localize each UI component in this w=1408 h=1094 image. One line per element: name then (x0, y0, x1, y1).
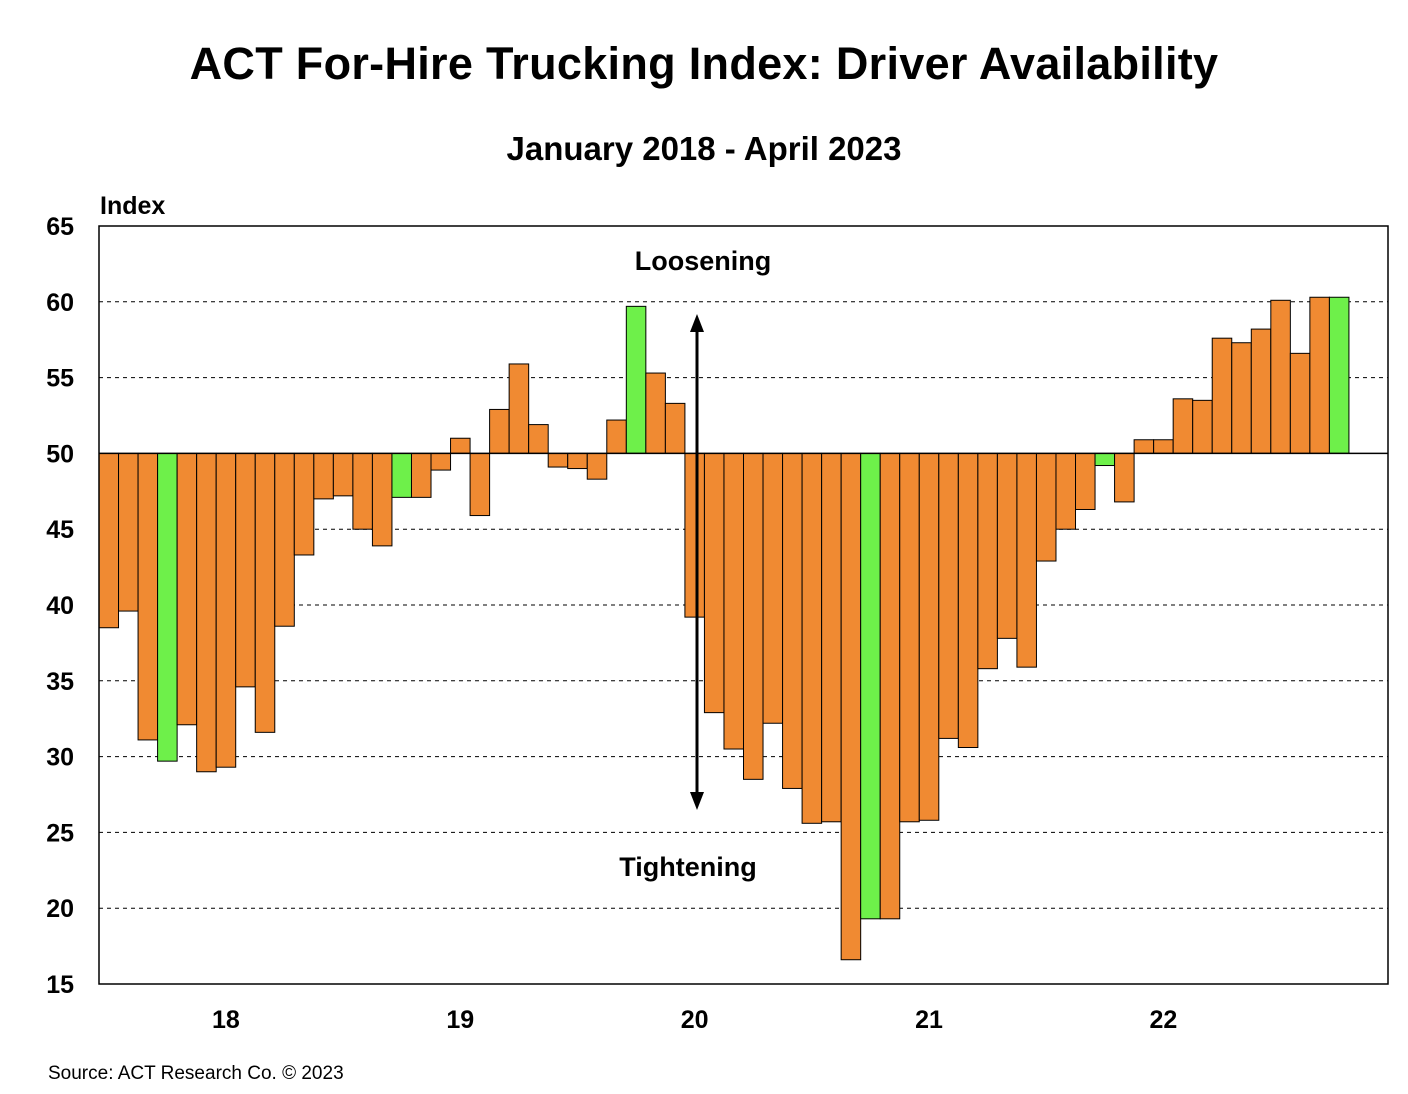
bar (782, 452, 803, 789)
bar (508, 363, 530, 454)
bar (430, 452, 452, 471)
bars (98, 296, 1350, 961)
bar (664, 402, 686, 454)
x-tick-label: 22 (1149, 1006, 1177, 1034)
bar (137, 452, 159, 741)
y-tick-label: 20 (46, 895, 74, 923)
bar (703, 452, 725, 714)
bar (801, 452, 823, 824)
loosening-label: Loosening (635, 246, 772, 276)
bar (567, 452, 588, 470)
bar (1114, 452, 1135, 503)
y-tick-label: 55 (46, 365, 74, 393)
y-tick-label: 60 (46, 289, 74, 317)
bar (196, 452, 217, 773)
bar (1055, 452, 1077, 530)
bar (762, 452, 784, 724)
bar (293, 452, 315, 556)
bar (1035, 452, 1057, 562)
bar (254, 452, 276, 733)
x-tick-label: 19 (446, 1006, 474, 1034)
bar (918, 452, 940, 821)
bar (157, 452, 178, 762)
bar (606, 419, 627, 454)
chart-subtitle: January 2018 - April 2023 (506, 130, 902, 167)
bar (469, 452, 491, 517)
bar (1289, 352, 1311, 454)
bar (1309, 296, 1330, 454)
bar (684, 452, 705, 618)
bar (1133, 439, 1155, 454)
bar (528, 424, 549, 454)
y-tick-label: 15 (46, 971, 74, 999)
bar (489, 408, 510, 454)
y-axis-ticks: 15 20 25 30 35 40 45 50 55 60 65 (46, 213, 74, 999)
bar (1328, 296, 1350, 454)
bar (547, 452, 569, 468)
bar (743, 452, 764, 780)
y-tick-label: 50 (46, 440, 74, 468)
bar (1153, 439, 1174, 454)
y-tick-label: 35 (46, 668, 74, 696)
y-tick-label: 30 (46, 744, 74, 772)
y-tick-label: 25 (46, 819, 74, 847)
tightness-arrow (690, 314, 704, 810)
bar (625, 305, 647, 454)
bar (840, 452, 862, 961)
bar (352, 452, 373, 530)
bar (313, 452, 334, 500)
plot-frame (98, 225, 1389, 985)
bar (1094, 452, 1116, 467)
bar (1172, 398, 1194, 454)
x-tick-label: 20 (681, 1006, 709, 1034)
bar (723, 452, 745, 750)
bar (645, 372, 666, 454)
bar (899, 452, 920, 823)
bar (235, 452, 256, 688)
bar (450, 437, 471, 454)
x-axis-ticks: 18 19 20 21 22 (212, 1006, 1177, 1034)
bar (391, 452, 412, 498)
bar (332, 452, 354, 497)
tightening-label: Tightening (619, 852, 756, 882)
bar (118, 452, 139, 612)
bar (371, 452, 393, 547)
bar (215, 452, 237, 768)
bar (860, 452, 881, 920)
bar (274, 452, 295, 627)
source-note: Source: ACT Research Co. © 2023 (48, 1063, 344, 1084)
y-tick-label: 45 (46, 516, 74, 544)
bar (1270, 299, 1291, 454)
y-axis-label: Index (100, 192, 165, 220)
bar (821, 452, 842, 823)
gridlines (99, 301, 1388, 909)
bar (996, 452, 1018, 639)
x-tick-label: 18 (212, 1006, 240, 1034)
bar (410, 452, 432, 498)
bar (176, 452, 198, 726)
bar (938, 452, 959, 739)
bar (1075, 452, 1096, 510)
bar (957, 452, 979, 749)
bar (1016, 452, 1037, 668)
bar (1192, 399, 1213, 454)
bar (586, 452, 608, 480)
bar (98, 452, 120, 629)
bar (1250, 328, 1272, 454)
chart-title: ACT For-Hire Trucking Index: Driver Avai… (189, 38, 1219, 89)
bar (977, 452, 998, 670)
bar (1211, 337, 1233, 454)
y-tick-label: 65 (46, 213, 74, 241)
x-tick-label: 21 (915, 1006, 943, 1034)
y-tick-label: 40 (46, 592, 74, 620)
bar (1231, 342, 1252, 454)
bar (879, 452, 901, 920)
